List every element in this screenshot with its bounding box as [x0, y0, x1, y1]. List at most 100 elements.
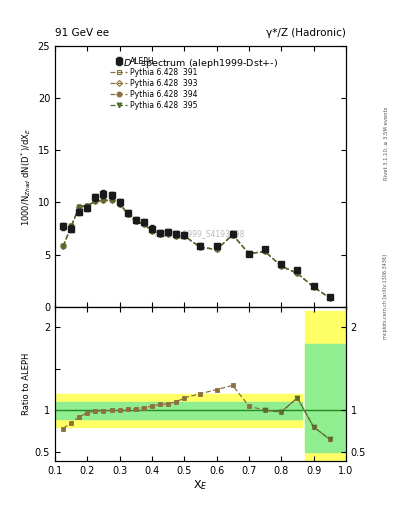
Pythia 6.428  395 — [311, 284, 316, 290]
Pythia 6.428  393 — [125, 211, 130, 217]
Pythia 6.428  395 — [93, 198, 98, 204]
Pythia 6.428  395 — [150, 227, 154, 233]
Pythia 6.428  394 — [263, 248, 267, 254]
Text: ALEPH_1999_S4193598: ALEPH_1999_S4193598 — [155, 229, 246, 238]
Line: Pythia 6.428  391: Pythia 6.428 391 — [61, 198, 332, 301]
Pythia 6.428  394 — [279, 263, 284, 269]
Legend: ALEPH, Pythia 6.428  391, Pythia 6.428  393, Pythia 6.428  394, Pythia 6.428  39: ALEPH, Pythia 6.428 391, Pythia 6.428 39… — [109, 55, 199, 111]
Pythia 6.428  393 — [117, 201, 122, 207]
X-axis label: X$_E$: X$_E$ — [193, 478, 208, 492]
Pythia 6.428  394 — [182, 233, 187, 239]
Pythia 6.428  391 — [182, 233, 187, 239]
Pythia 6.428  394 — [158, 231, 162, 237]
Text: $D^*$ spectrum (aleph1999-Dst+-): $D^*$ spectrum (aleph1999-Dst+-) — [123, 56, 278, 71]
Pythia 6.428  395 — [134, 218, 138, 224]
Pythia 6.428  393 — [166, 231, 171, 237]
Pythia 6.428  393 — [61, 243, 66, 249]
Pythia 6.428  393 — [327, 295, 332, 301]
Text: mcplots.cern.ch [arXiv:1306.3436]: mcplots.cern.ch [arXiv:1306.3436] — [384, 254, 388, 339]
Pythia 6.428  391 — [214, 246, 219, 252]
Pythia 6.428  391 — [279, 263, 284, 269]
Pythia 6.428  394 — [246, 250, 251, 257]
Pythia 6.428  395 — [198, 244, 203, 250]
Pythia 6.428  393 — [141, 221, 146, 227]
Pythia 6.428  391 — [295, 270, 300, 276]
Pythia 6.428  393 — [295, 270, 300, 276]
Pythia 6.428  395 — [117, 201, 122, 207]
Pythia 6.428  393 — [279, 263, 284, 269]
Pythia 6.428  394 — [134, 218, 138, 224]
Pythia 6.428  395 — [279, 263, 284, 269]
Pythia 6.428  391 — [311, 284, 316, 290]
Pythia 6.428  395 — [69, 223, 73, 229]
Pythia 6.428  394 — [214, 246, 219, 252]
Line: Pythia 6.428  395: Pythia 6.428 395 — [61, 198, 332, 301]
Pythia 6.428  393 — [230, 232, 235, 238]
Pythia 6.428  391 — [150, 227, 154, 233]
Pythia 6.428  395 — [109, 197, 114, 203]
Y-axis label: 1000/N$_{Zhad}$ dN(D$^*$)/dX$_E$: 1000/N$_{Zhad}$ dN(D$^*$)/dX$_E$ — [20, 127, 33, 225]
Pythia 6.428  393 — [85, 203, 90, 209]
Pythia 6.428  395 — [125, 211, 130, 217]
Text: 91 GeV ee: 91 GeV ee — [55, 28, 109, 38]
Pythia 6.428  395 — [230, 232, 235, 238]
Pythia 6.428  391 — [109, 197, 114, 203]
Pythia 6.428  393 — [246, 250, 251, 257]
Pythia 6.428  395 — [214, 246, 219, 252]
Pythia 6.428  393 — [93, 198, 98, 204]
Pythia 6.428  394 — [150, 227, 154, 233]
Pythia 6.428  393 — [109, 197, 114, 203]
Pythia 6.428  395 — [141, 221, 146, 227]
Pythia 6.428  391 — [93, 198, 98, 204]
Pythia 6.428  393 — [150, 227, 154, 233]
Pythia 6.428  393 — [77, 204, 82, 210]
Text: Rivet 3.1.10, ≥ 3.5M events: Rivet 3.1.10, ≥ 3.5M events — [384, 106, 388, 180]
Pythia 6.428  393 — [174, 233, 178, 239]
Pythia 6.428  393 — [69, 223, 73, 229]
Pythia 6.428  395 — [85, 203, 90, 209]
Pythia 6.428  395 — [166, 231, 171, 237]
Pythia 6.428  394 — [198, 244, 203, 250]
Pythia 6.428  395 — [77, 204, 82, 210]
Pythia 6.428  391 — [246, 250, 251, 257]
Pythia 6.428  395 — [182, 233, 187, 239]
Pythia 6.428  391 — [101, 197, 106, 203]
Text: γ*/Z (Hadronic): γ*/Z (Hadronic) — [266, 28, 346, 38]
Pythia 6.428  391 — [77, 204, 82, 210]
Pythia 6.428  394 — [166, 231, 171, 237]
Pythia 6.428  391 — [158, 231, 162, 237]
Pythia 6.428  395 — [61, 243, 66, 249]
Pythia 6.428  394 — [295, 270, 300, 276]
Pythia 6.428  391 — [174, 233, 178, 239]
Pythia 6.428  393 — [182, 233, 187, 239]
Pythia 6.428  391 — [141, 221, 146, 227]
Pythia 6.428  393 — [134, 218, 138, 224]
Pythia 6.428  391 — [230, 232, 235, 238]
Pythia 6.428  394 — [85, 203, 90, 209]
Pythia 6.428  393 — [101, 197, 106, 203]
Pythia 6.428  394 — [327, 295, 332, 301]
Pythia 6.428  391 — [134, 218, 138, 224]
Pythia 6.428  393 — [214, 246, 219, 252]
Pythia 6.428  394 — [77, 204, 82, 210]
Pythia 6.428  393 — [158, 231, 162, 237]
Pythia 6.428  394 — [125, 211, 130, 217]
Pythia 6.428  393 — [311, 284, 316, 290]
Pythia 6.428  395 — [295, 270, 300, 276]
Pythia 6.428  391 — [61, 243, 66, 249]
Pythia 6.428  394 — [93, 198, 98, 204]
Pythia 6.428  393 — [263, 248, 267, 254]
Pythia 6.428  394 — [141, 221, 146, 227]
Pythia 6.428  391 — [69, 223, 73, 229]
Pythia 6.428  394 — [61, 243, 66, 249]
Pythia 6.428  391 — [327, 295, 332, 301]
Pythia 6.428  394 — [174, 233, 178, 239]
Pythia 6.428  391 — [166, 231, 171, 237]
Line: Pythia 6.428  393: Pythia 6.428 393 — [61, 198, 332, 300]
Pythia 6.428  395 — [246, 250, 251, 257]
Pythia 6.428  391 — [85, 203, 90, 209]
Pythia 6.428  391 — [263, 248, 267, 254]
Pythia 6.428  394 — [101, 197, 106, 203]
Line: Pythia 6.428  394: Pythia 6.428 394 — [61, 198, 332, 301]
Y-axis label: Ratio to ALEPH: Ratio to ALEPH — [22, 353, 31, 415]
